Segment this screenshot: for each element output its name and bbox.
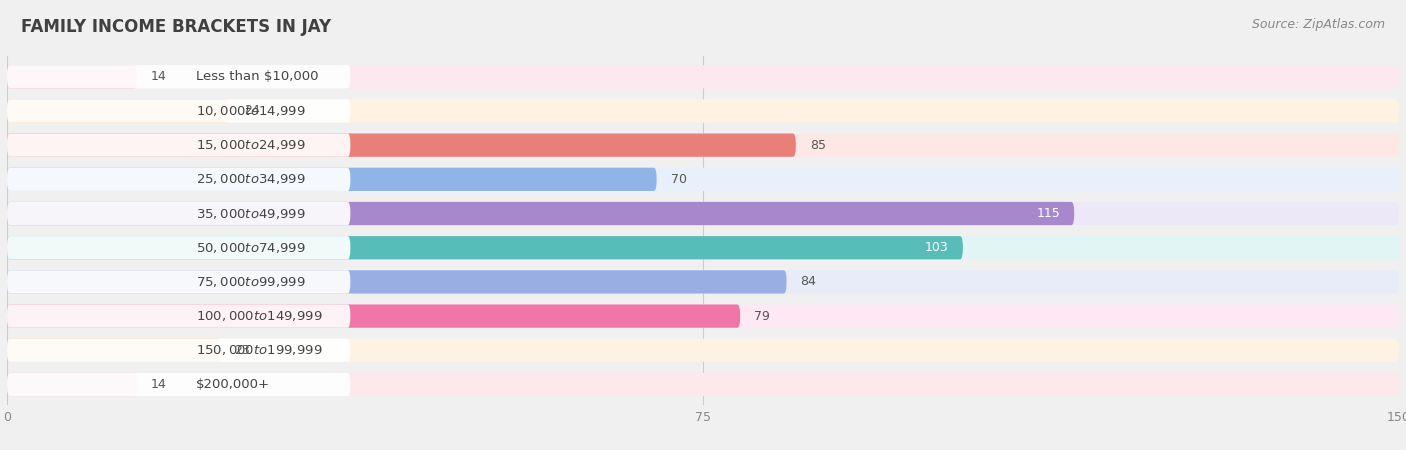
Text: 23: 23 <box>235 344 250 357</box>
Text: $50,000 to $74,999: $50,000 to $74,999 <box>195 241 305 255</box>
FancyBboxPatch shape <box>7 270 1399 293</box>
Text: 84: 84 <box>800 275 817 288</box>
FancyBboxPatch shape <box>7 339 221 362</box>
FancyBboxPatch shape <box>7 373 350 396</box>
Text: $35,000 to $49,999: $35,000 to $49,999 <box>195 207 305 220</box>
Text: 70: 70 <box>671 173 686 186</box>
FancyBboxPatch shape <box>7 202 350 225</box>
FancyBboxPatch shape <box>7 134 350 157</box>
Text: Less than $10,000: Less than $10,000 <box>195 70 318 83</box>
FancyBboxPatch shape <box>7 65 1399 88</box>
FancyBboxPatch shape <box>7 134 796 157</box>
Text: Source: ZipAtlas.com: Source: ZipAtlas.com <box>1251 18 1385 31</box>
Text: 115: 115 <box>1036 207 1060 220</box>
Text: 103: 103 <box>925 241 949 254</box>
FancyBboxPatch shape <box>7 236 1399 259</box>
Text: $200,000+: $200,000+ <box>195 378 270 391</box>
FancyBboxPatch shape <box>7 168 350 191</box>
Text: $10,000 to $14,999: $10,000 to $14,999 <box>195 104 305 118</box>
FancyBboxPatch shape <box>7 99 229 122</box>
FancyBboxPatch shape <box>7 339 350 362</box>
FancyBboxPatch shape <box>7 270 786 293</box>
FancyBboxPatch shape <box>7 339 1399 362</box>
Text: 85: 85 <box>810 139 825 152</box>
Text: $25,000 to $34,999: $25,000 to $34,999 <box>195 172 305 186</box>
FancyBboxPatch shape <box>7 236 350 259</box>
FancyBboxPatch shape <box>7 168 1399 191</box>
Text: 14: 14 <box>150 70 167 83</box>
FancyBboxPatch shape <box>7 305 740 328</box>
Text: FAMILY INCOME BRACKETS IN JAY: FAMILY INCOME BRACKETS IN JAY <box>21 18 332 36</box>
FancyBboxPatch shape <box>7 202 1074 225</box>
Text: 79: 79 <box>754 310 770 323</box>
FancyBboxPatch shape <box>7 168 657 191</box>
Text: 14: 14 <box>150 378 167 391</box>
FancyBboxPatch shape <box>7 65 350 88</box>
Text: 24: 24 <box>243 104 260 117</box>
Text: $100,000 to $149,999: $100,000 to $149,999 <box>195 309 322 323</box>
FancyBboxPatch shape <box>7 202 1399 225</box>
FancyBboxPatch shape <box>7 305 350 328</box>
FancyBboxPatch shape <box>7 236 963 259</box>
FancyBboxPatch shape <box>7 305 1399 328</box>
Text: $15,000 to $24,999: $15,000 to $24,999 <box>195 138 305 152</box>
Text: $150,000 to $199,999: $150,000 to $199,999 <box>195 343 322 357</box>
FancyBboxPatch shape <box>7 373 136 396</box>
FancyBboxPatch shape <box>7 134 1399 157</box>
FancyBboxPatch shape <box>7 373 1399 396</box>
FancyBboxPatch shape <box>7 99 1399 122</box>
FancyBboxPatch shape <box>7 65 136 88</box>
FancyBboxPatch shape <box>7 99 350 122</box>
Text: $75,000 to $99,999: $75,000 to $99,999 <box>195 275 305 289</box>
FancyBboxPatch shape <box>7 270 350 293</box>
